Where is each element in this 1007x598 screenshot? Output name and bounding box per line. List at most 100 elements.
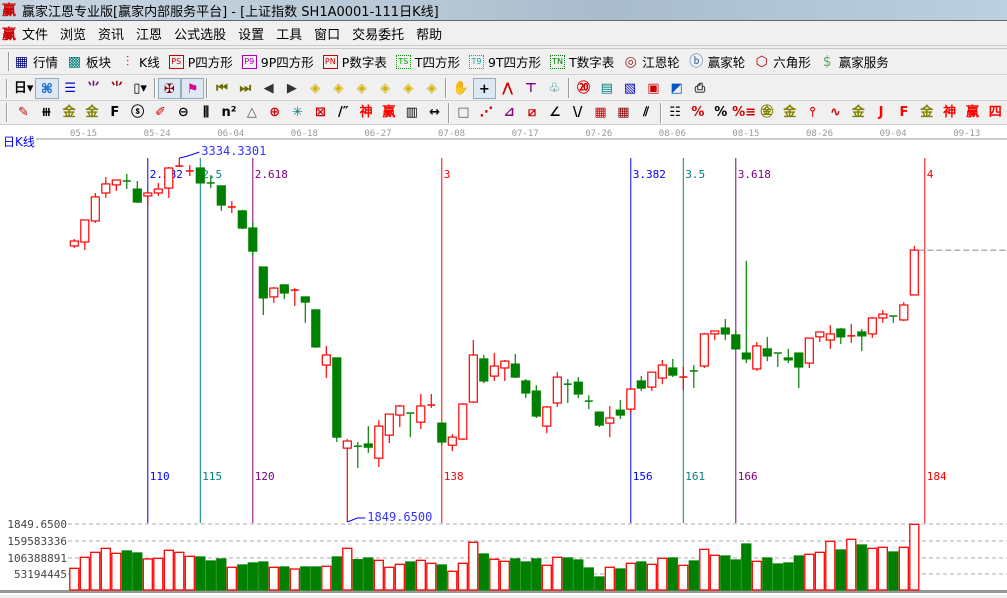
f-fan-icon[interactable]: F <box>899 105 909 120</box>
shrink-h-icon[interactable]: ◈ <box>380 80 391 96</box>
scale-icon[interactable]: ▥ <box>405 105 418 120</box>
point-line-icon[interactable]: ⋀ <box>502 80 514 96</box>
tee-icon[interactable]: ⊤ <box>524 80 537 96</box>
toolbar-button[interactable]: ⓑ 赢家轮 <box>689 52 745 71</box>
toolbar-button[interactable]: $ 赢家服务 <box>820 52 889 71</box>
parallel-icon[interactable]: ⫽ <box>643 105 650 120</box>
menu-item[interactable]: 公式选股 <box>174 28 227 43</box>
toolbar-button[interactable]: ⫶ K线 <box>120 52 160 71</box>
pen-icon[interactable]: ✎ <box>17 105 29 120</box>
menu-logo-icon[interactable]: 赢 <box>2 26 16 43</box>
percent-lines-icon[interactable]: %≡ <box>732 105 757 120</box>
gold2-icon[interactable]: 金 <box>85 105 99 120</box>
notepad-icon[interactable]: ☰ <box>64 80 77 96</box>
slash-icon[interactable]: /″ <box>337 105 349 120</box>
bars-icon[interactable]: ⫼ <box>203 105 210 120</box>
crosshair-icon[interactable]: + <box>472 77 496 99</box>
n-square-icon[interactable]: n² <box>221 105 237 120</box>
menu-item[interactable]: 资讯 <box>98 28 125 43</box>
angle-icon[interactable]: ∠ <box>549 105 561 120</box>
spiral-icon[interactable]: ⓢ <box>131 105 145 120</box>
toolbar-grip[interactable] <box>8 52 10 71</box>
toolbar-button[interactable]: ◎ 江恩轮 <box>623 52 680 71</box>
gold-red-icon[interactable]: 金 <box>851 105 865 120</box>
percent-icon[interactable]: % <box>714 105 728 120</box>
document-icon[interactable]: ▧ <box>623 80 637 96</box>
toolbar-button[interactable]: TS T四方形 <box>395 52 460 71</box>
step9-icon[interactable]: ⺌ <box>110 80 124 96</box>
candle-type-icon[interactable]: ▯▾ <box>133 80 147 96</box>
fan-icon[interactable]: ⋰ <box>479 105 493 120</box>
list-icon[interactable]: ☷ <box>669 105 681 120</box>
menu-item[interactable]: 工具 <box>276 28 303 43</box>
width-icon[interactable]: ↔ <box>429 105 441 120</box>
gold-fan-icon[interactable]: 金 <box>920 105 934 120</box>
shen-icon[interactable]: 神 <box>359 105 373 120</box>
menu-item[interactable]: 窗口 <box>314 28 341 43</box>
circle-ruler-icon[interactable]: ⊖ <box>177 105 189 120</box>
expand-h-icon[interactable]: ◈ <box>356 80 367 96</box>
network-icon[interactable]: ◩ <box>670 80 683 96</box>
calculator-icon[interactable]: ▤ <box>600 80 613 96</box>
gold-icon[interactable]: 金 <box>62 105 76 120</box>
kline-chart[interactable]: 05-15 05-24 06-04 06-18 06-27 07-08 07-17 07-26… <box>0 125 1007 595</box>
zoom-icon[interactable]: ◈ <box>403 80 414 96</box>
toolbar-button[interactable]: ▩ 板块 <box>67 52 111 71</box>
lines-icon[interactable]: ⧻ <box>40 105 52 120</box>
menu-item[interactable]: 文件 <box>22 28 49 43</box>
save-icon[interactable]: ▣ <box>647 80 660 96</box>
gold-lines-icon[interactable]: 金 <box>783 105 797 120</box>
grid-icon[interactable]: ▦ <box>594 105 607 120</box>
gold-circle-icon[interactable]: ㊎ <box>760 105 774 120</box>
four-fan-icon[interactable]: 四 <box>988 105 1002 120</box>
prev-icon[interactable]: ◀ <box>263 80 274 96</box>
grid-target-icon[interactable]: ⊠ <box>314 105 326 120</box>
menu-item[interactable]: 设置 <box>238 28 265 43</box>
move-left-icon[interactable]: ◈ <box>310 80 321 96</box>
period-day-icon[interactable]: 日▾ <box>13 80 34 96</box>
move-right-icon[interactable]: ◈ <box>333 80 344 96</box>
toolbar-button[interactable]: ▦ 行情 <box>14 52 58 71</box>
expand-v-icon[interactable]: ◈ <box>426 80 437 96</box>
menu-item[interactable]: 交易委托 <box>352 28 405 43</box>
shen-fan-icon[interactable]: 神 <box>943 105 957 120</box>
web-icon[interactable]: ✳ <box>292 105 303 120</box>
box-icon[interactable]: □ <box>457 105 470 120</box>
toolbar-button[interactable]: P9 9P四方形 <box>241 52 314 71</box>
hand-icon[interactable]: ✋ <box>452 80 470 96</box>
triangle-icon[interactable]: △ <box>246 105 257 120</box>
first-icon[interactable]: ⏮ <box>216 80 228 96</box>
toolbar-button[interactable]: TN T数字表 <box>550 52 614 71</box>
figure-icon[interactable]: ✠ <box>157 77 182 99</box>
toolbar-button[interactable]: ⬡ 六角形 <box>754 52 811 71</box>
wave-icon[interactable]: \/ <box>572 105 583 120</box>
calendar-icon[interactable]: ⑳ <box>576 80 590 96</box>
menu-item[interactable]: 帮助 <box>416 28 443 43</box>
toolbar-button[interactable]: T9 9T四方形 <box>468 52 541 71</box>
ying-fan-icon[interactable]: 赢 <box>965 105 979 120</box>
chart-canvas[interactable]: 05-15 05-24 06-04 06-18 06-27 07-08 07-17 07-26… <box>0 125 1007 595</box>
percent-fan-icon[interactable]: % <box>691 105 705 120</box>
j-fan-icon[interactable]: J <box>878 105 884 120</box>
gann-grid-icon[interactable]: ⧄ <box>527 105 537 120</box>
toolbar-grip[interactable] <box>6 78 8 98</box>
menu-item[interactable]: 浏览 <box>60 28 87 43</box>
next-icon[interactable]: ▶ <box>286 80 297 96</box>
tree-icon[interactable]: ♧ <box>548 80 560 96</box>
ying-icon[interactable]: 赢 <box>382 105 396 120</box>
toolbar-button[interactable]: PS P四方形 <box>168 52 233 71</box>
toolbar-grip[interactable] <box>6 103 8 122</box>
fib-icon[interactable]: F <box>110 105 120 120</box>
pen-lines-icon[interactable]: ⫯ <box>809 105 816 120</box>
target-icon[interactable]: ⊕ <box>269 105 281 120</box>
grid2-icon[interactable]: ▦ <box>617 105 630 120</box>
print-icon[interactable]: ⎙ <box>694 80 706 96</box>
map-icon[interactable]: ⌘ <box>35 77 59 99</box>
menu-item[interactable]: 江恩 <box>136 28 163 43</box>
last-icon[interactable]: ⏭ <box>239 80 252 96</box>
toolbar-button[interactable]: PN P数字表 <box>322 52 387 71</box>
step3-icon[interactable]: ⺌ <box>87 80 101 96</box>
gann-box-icon[interactable]: ⊿ <box>503 105 515 120</box>
ruler-pen-icon[interactable]: ✐ <box>155 105 166 120</box>
flag-icon[interactable]: ⚑ <box>181 77 205 99</box>
